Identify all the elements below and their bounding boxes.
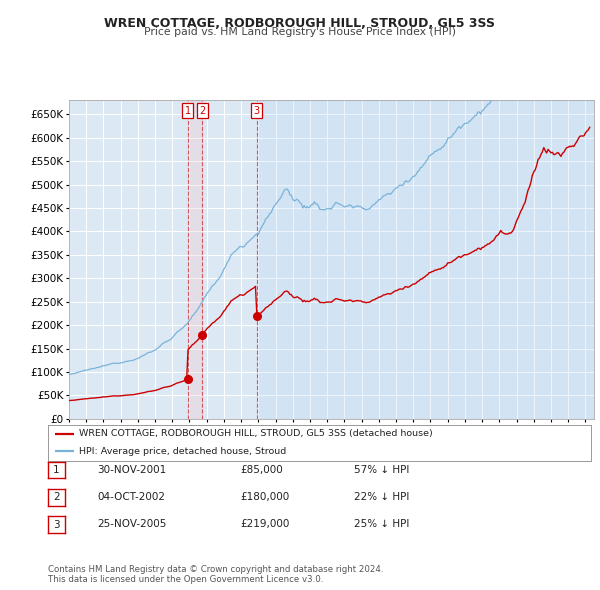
Text: Price paid vs. HM Land Registry's House Price Index (HPI): Price paid vs. HM Land Registry's House … [144,27,456,37]
Text: 2: 2 [199,106,206,116]
Text: 3: 3 [53,520,60,529]
Text: £219,000: £219,000 [240,519,289,529]
Text: 25% ↓ HPI: 25% ↓ HPI [354,519,409,529]
Text: 2: 2 [53,493,60,502]
Text: 25-NOV-2005: 25-NOV-2005 [97,519,167,529]
Text: WREN COTTAGE, RODBOROUGH HILL, STROUD, GL5 3SS: WREN COTTAGE, RODBOROUGH HILL, STROUD, G… [104,17,496,30]
Text: 3: 3 [254,106,260,116]
Text: 57% ↓ HPI: 57% ↓ HPI [354,465,409,474]
Text: 04-OCT-2002: 04-OCT-2002 [97,492,165,502]
Bar [188,100,202,419]
Text: 1: 1 [185,106,191,116]
Text: 30-NOV-2001: 30-NOV-2001 [97,465,166,474]
Text: Contains HM Land Registry data © Crown copyright and database right 2024.
This d: Contains HM Land Registry data © Crown c… [48,565,383,584]
Text: 22% ↓ HPI: 22% ↓ HPI [354,492,409,502]
Text: £85,000: £85,000 [240,465,283,474]
Text: WREN COTTAGE, RODBOROUGH HILL, STROUD, GL5 3SS (detached house): WREN COTTAGE, RODBOROUGH HILL, STROUD, G… [79,430,433,438]
Text: £180,000: £180,000 [240,492,289,502]
Text: HPI: Average price, detached house, Stroud: HPI: Average price, detached house, Stro… [79,447,287,455]
Bar [257,100,594,419]
Text: 1: 1 [53,466,60,475]
